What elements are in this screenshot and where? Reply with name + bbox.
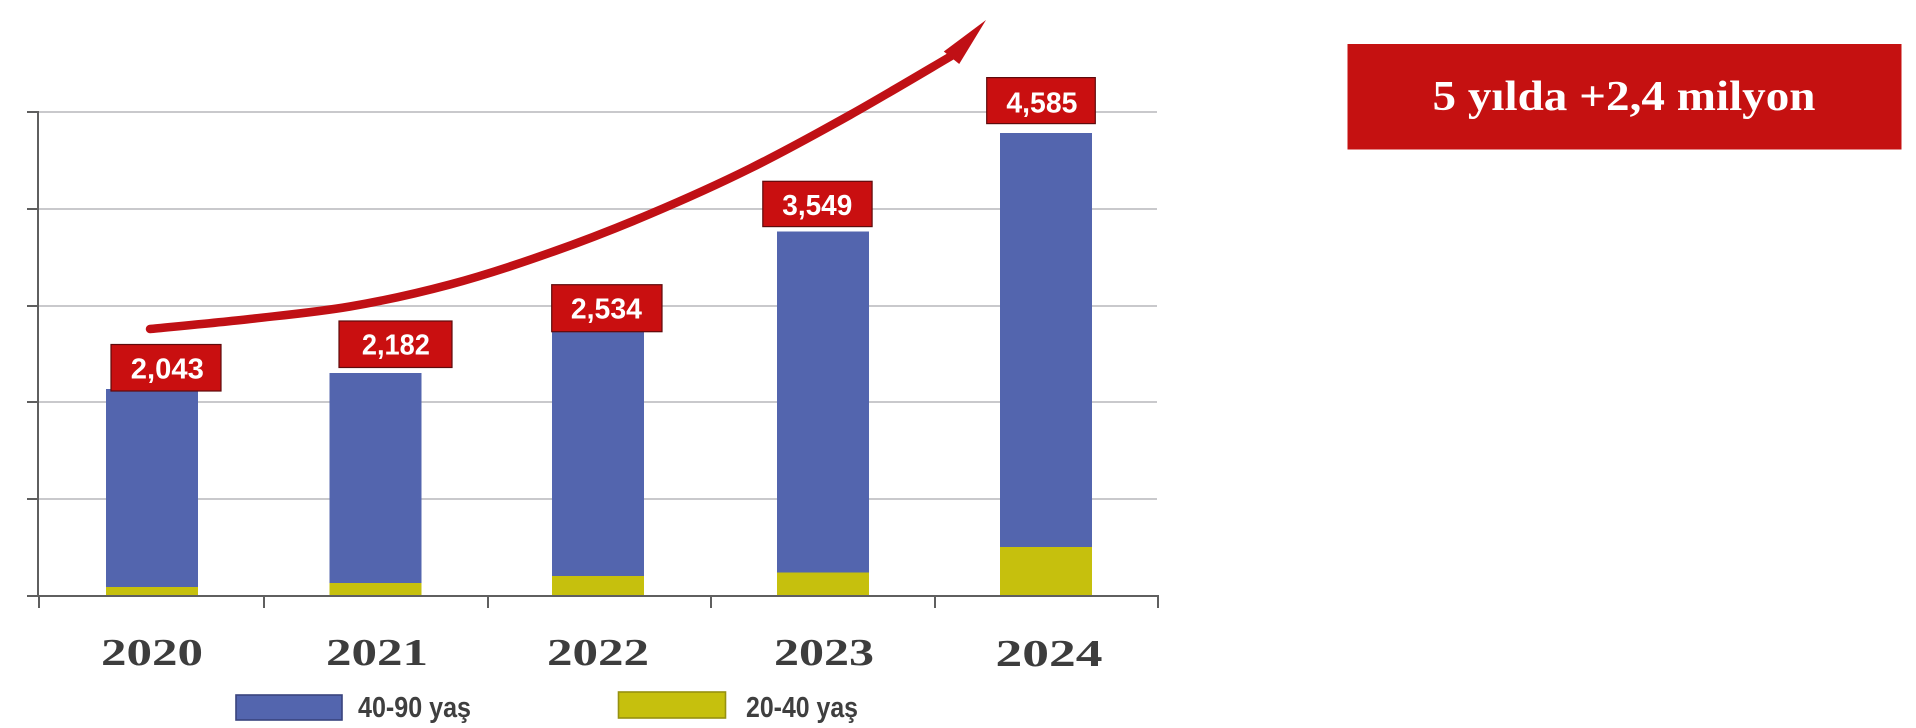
svg-text:2024: 2024 — [996, 633, 1103, 675]
svg-text:2023: 2023 — [774, 632, 874, 674]
svg-text:2,043: 2,043 — [131, 354, 204, 386]
svg-text:2,182: 2,182 — [362, 330, 430, 362]
svg-text:2020: 2020 — [101, 632, 203, 674]
svg-text:40-90 yaş: 40-90 yaş — [358, 692, 471, 724]
svg-text:5 yılda +2,4 milyon: 5 yılda +2,4 milyon — [1433, 74, 1816, 120]
svg-text:2022: 2022 — [547, 632, 649, 674]
svg-text:3,549: 3,549 — [782, 190, 852, 222]
svg-text:20-40 yaş: 20-40 yaş — [746, 692, 858, 724]
svg-text:2,534: 2,534 — [571, 294, 642, 326]
svg-text:4,585: 4,585 — [1006, 88, 1077, 120]
svg-text:2021: 2021 — [326, 632, 428, 674]
